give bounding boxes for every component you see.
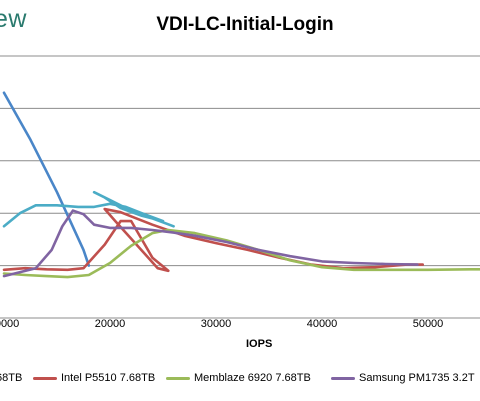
- chart-title: VDI-LC-Initial-Login: [156, 14, 334, 35]
- legend-swatch-2: [33, 376, 57, 380]
- legend-label-3: Memblaze 6920 7.68TB: [194, 372, 311, 384]
- legend-item-3: Memblaze 6920 7.68TB: [166, 372, 311, 384]
- legend-label-4: Samsung PM1735 3.2T: [359, 372, 475, 384]
- x-axis-label: IOPS: [246, 338, 273, 350]
- series-line-5: [2, 190, 175, 228]
- legend-item-2: Intel P5510 7.68TB: [33, 372, 155, 384]
- legend-item-4: Samsung PM1735 3.2T: [331, 372, 475, 384]
- series-lines: [2, 91, 480, 279]
- brand-logo-text: ew: [0, 5, 27, 33]
- x-tick-label-4: 40000: [307, 318, 338, 330]
- legend: 68TB Intel P5510 7.68TB Memblaze 6920 7.…: [0, 372, 480, 390]
- series-line-3: [2, 228, 480, 279]
- legend-swatch-3: [166, 376, 190, 380]
- legend-label-1: 68TB: [0, 372, 23, 384]
- x-tick-label-1: 10000: [0, 318, 19, 330]
- x-tick-label-2: 20000: [95, 318, 126, 330]
- legend-label-2: Intel P5510 7.68TB: [61, 372, 156, 384]
- series-line-1: [2, 91, 91, 267]
- x-tick-label-3: 30000: [201, 318, 232, 330]
- legend-swatch-4: [331, 376, 355, 380]
- legend-item-1: 68TB: [0, 372, 22, 384]
- series-line-4: [2, 209, 419, 278]
- x-tick-labels: 10000 20000 30000 40000 50000: [0, 318, 443, 330]
- gridlines: [0, 55, 480, 319]
- x-tick-label-5: 50000: [413, 318, 444, 330]
